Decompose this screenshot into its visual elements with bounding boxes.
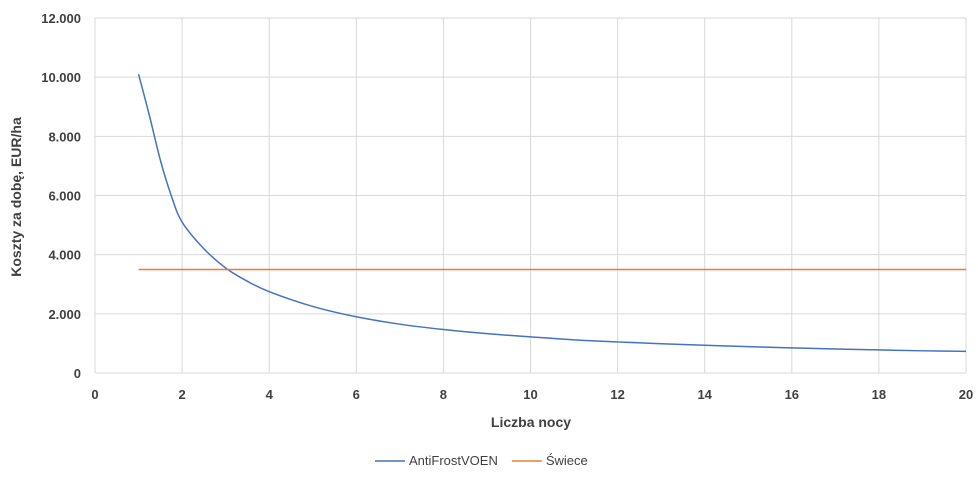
- x-tick-label: 4: [266, 387, 274, 402]
- x-tick-label: 0: [91, 387, 98, 402]
- y-tick-label: 2.000: [48, 307, 81, 322]
- x-tick-label: 10: [523, 387, 537, 402]
- legend: AntiFrostVOEN Świece: [375, 453, 588, 468]
- x-tick-label: 8: [440, 387, 447, 402]
- legend-label: Świece: [546, 453, 588, 468]
- x-axis-title: Liczba nocy: [491, 414, 571, 430]
- y-axis-title: Koszty za dobę, EUR/ha: [8, 117, 24, 277]
- x-tick-label: 16: [785, 387, 799, 402]
- x-tick-label: 20: [959, 387, 973, 402]
- y-tick-label: 10.000: [41, 70, 81, 85]
- y-tick-label: 0: [74, 366, 81, 381]
- x-tick-label: 2: [178, 387, 185, 402]
- legend-label: AntiFrostVOEN: [409, 453, 498, 468]
- series-lines: [137, 74, 967, 353]
- y-tick-label: 4.000: [48, 248, 81, 263]
- x-tick-label: 12: [610, 387, 624, 402]
- grid-lines: [94, 17, 967, 374]
- y-tick-label: 8.000: [48, 129, 81, 144]
- series-line-0: [137, 74, 967, 353]
- x-tick-label: 6: [353, 387, 360, 402]
- y-tick-label: 6.000: [48, 189, 81, 204]
- tick-labels: 0 2.000 4.000 6.000 8.000 10.000 12.000 0 2 4 6 8 10…: [41, 11, 973, 402]
- x-tick-label: 14: [697, 387, 712, 402]
- x-tick-label: 18: [872, 387, 886, 402]
- y-tick-label: 12.000: [41, 11, 81, 26]
